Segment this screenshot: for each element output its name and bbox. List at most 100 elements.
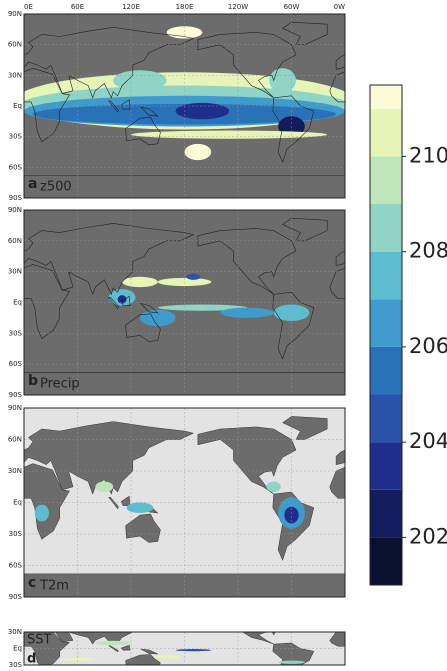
land <box>442 645 447 650</box>
signal-region <box>139 309 176 327</box>
signal-region <box>117 295 127 304</box>
colorbar-band <box>370 204 402 252</box>
y-tick-label: 60S <box>9 562 23 570</box>
coastline <box>108 297 119 310</box>
y-tick-label: 90N <box>8 206 22 214</box>
panel-frame <box>23 407 346 598</box>
land <box>0 603 6 615</box>
coastline <box>24 67 70 143</box>
signal-region <box>184 143 212 161</box>
colorbar-tick-label: 2080 <box>409 239 447 263</box>
x-tick-label: 0E <box>24 3 33 11</box>
signal-region <box>175 102 230 120</box>
coastline <box>139 106 159 117</box>
panel-name: T2m <box>39 579 69 594</box>
signal-region <box>126 502 154 513</box>
map-panel <box>24 14 447 198</box>
signal-region <box>273 304 310 321</box>
signal-region <box>34 504 49 522</box>
coastline <box>139 302 159 314</box>
land <box>107 645 119 653</box>
panel-frame <box>23 209 346 396</box>
coastline <box>125 313 161 342</box>
land <box>329 467 345 499</box>
y-tick-label: 30S <box>9 661 23 669</box>
land <box>242 632 276 645</box>
y-tick-label: 60S <box>9 360 23 368</box>
colorbar-tick-label: 2060 <box>409 334 447 358</box>
y-tick-label: 30S <box>9 329 23 337</box>
signal-region <box>175 649 212 652</box>
land <box>336 606 447 644</box>
land <box>442 496 447 505</box>
y-tick-label: 60S <box>9 163 23 171</box>
y-tick-label: 90S <box>9 391 23 399</box>
colorbar-band <box>370 489 402 538</box>
x-tick-label: 120W <box>228 3 248 11</box>
coastline <box>442 296 447 305</box>
land <box>197 426 297 495</box>
y-tick-label: Eq <box>13 102 22 110</box>
colorbar-band <box>370 394 402 443</box>
map-panel <box>0 603 447 665</box>
panel-name: Precip <box>40 377 80 392</box>
land <box>282 416 328 440</box>
coastline <box>442 100 447 109</box>
y-tick-label: 30N <box>8 467 22 475</box>
panel-letter: c <box>28 575 36 591</box>
coastline <box>197 32 297 99</box>
land <box>430 646 440 652</box>
panel-frame <box>23 13 346 199</box>
colorbar-band <box>370 537 402 585</box>
map-panel <box>24 408 447 597</box>
colorbar-band <box>370 251 402 300</box>
signal-region <box>131 130 328 139</box>
colorbar-tick-label: 2040 <box>409 429 447 453</box>
map-panel <box>0 210 447 395</box>
x-tick-label: 180E <box>176 3 194 11</box>
y-tick-label: 60N <box>8 237 22 245</box>
x-tick-label: 120E <box>122 3 140 11</box>
colorbar-tick-label: 2020 <box>409 524 447 548</box>
coastline <box>125 116 161 146</box>
signal-region <box>220 307 274 318</box>
colorbar-band <box>370 85 402 109</box>
coastline <box>24 372 345 395</box>
colorbar-band <box>370 108 402 157</box>
coastline <box>272 95 315 164</box>
coastline <box>430 101 440 112</box>
land <box>140 648 158 655</box>
signal-region <box>95 640 131 646</box>
y-tick-label: 90S <box>9 593 23 601</box>
land <box>24 463 70 540</box>
y-tick-label: 60N <box>8 436 22 444</box>
signal-region <box>157 304 247 311</box>
land <box>329 632 345 647</box>
coastline <box>281 217 328 242</box>
colorbar-tick-label: 2100 <box>409 143 447 167</box>
coastline <box>0 218 6 241</box>
land <box>283 603 328 615</box>
x-tick-label: 60W <box>284 3 300 11</box>
signal-region <box>95 481 114 492</box>
signal-region <box>284 506 299 524</box>
colorbar-band <box>370 442 402 490</box>
land <box>54 632 134 645</box>
y-tick-label: 30N <box>8 628 22 636</box>
land <box>335 449 345 466</box>
y-tick-label: 30N <box>8 71 22 79</box>
signal-region <box>186 273 201 280</box>
y-tick-label: 30S <box>9 530 23 538</box>
land <box>430 497 440 509</box>
panel-name: SST <box>27 633 52 648</box>
signal-region <box>153 655 181 659</box>
x-tick-label: 0W <box>334 3 345 11</box>
land <box>24 421 195 495</box>
coastline <box>24 223 195 296</box>
land <box>120 644 131 651</box>
panel-letter: d <box>27 652 36 667</box>
colorbar-band <box>370 346 402 395</box>
panel-name: z500 <box>40 180 72 195</box>
signal-region <box>266 481 281 492</box>
